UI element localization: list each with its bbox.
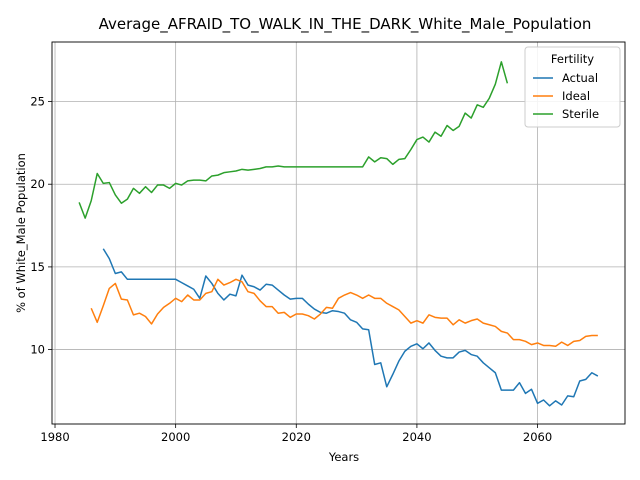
legend-label-ideal: Ideal: [562, 89, 590, 103]
x-axis-label: Years: [328, 450, 359, 464]
y-axis-label: % of White_Male Population: [14, 153, 28, 313]
plot-series: [78, 61, 599, 407]
series-line-actual: [102, 248, 599, 407]
series-line-sterile: [78, 61, 509, 219]
legend: Fertility Actual Ideal Sterile: [524, 46, 621, 128]
x-tick-label: 2060: [523, 430, 552, 444]
x-tick-label: 2020: [282, 430, 311, 444]
legend-box: [524, 46, 621, 128]
x-tick-label: 1980: [40, 430, 69, 444]
x-axis: 1980 2000 2020 2040 2060: [40, 424, 552, 444]
y-tick-label: 15: [30, 260, 45, 274]
series-line-ideal: [90, 278, 598, 348]
chart-title: Average_AFRAID_TO_WALK_IN_THE_DARK_White…: [99, 15, 592, 34]
y-axis: 10 15 20 25: [30, 95, 52, 357]
y-tick-label: 10: [30, 343, 45, 357]
plot-frame: [51, 41, 626, 425]
x-tick-label: 2000: [161, 430, 190, 444]
y-tick-label: 20: [30, 177, 45, 191]
legend-label-actual: Actual: [562, 71, 598, 85]
y-tick-label: 25: [30, 95, 45, 109]
x-tick-label: 2040: [402, 430, 431, 444]
legend-label-sterile: Sterile: [562, 107, 599, 121]
legend-title: Fertility: [551, 52, 594, 66]
grid-lines: [52, 42, 625, 424]
